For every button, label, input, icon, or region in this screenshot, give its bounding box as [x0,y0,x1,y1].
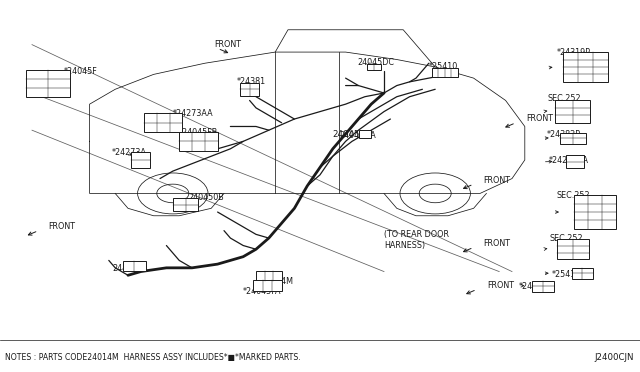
Text: *24217R: *24217R [518,282,553,291]
Text: SEC.252: SEC.252 [547,94,581,103]
FancyBboxPatch shape [556,100,591,123]
Text: *24045FB: *24045FB [179,128,218,137]
FancyBboxPatch shape [367,64,381,70]
Text: FRONT: FRONT [484,176,511,185]
Text: 24445D: 24445D [112,264,143,273]
Text: *25411+A: *25411+A [552,270,593,279]
Text: 24014M: 24014M [261,277,293,286]
FancyBboxPatch shape [566,155,584,168]
FancyBboxPatch shape [560,133,586,144]
FancyBboxPatch shape [557,239,589,260]
Text: *24045F: *24045F [64,67,98,76]
Text: *24273AA: *24273AA [173,109,213,118]
Text: *24045FA: *24045FA [243,287,282,296]
FancyBboxPatch shape [575,195,616,229]
Text: 24045DC: 24045DC [357,58,394,67]
Text: SEC.252: SEC.252 [549,234,583,243]
Text: FRONT: FRONT [214,40,241,49]
Text: 24045DA: 24045DA [333,130,372,139]
FancyBboxPatch shape [240,83,259,96]
FancyBboxPatch shape [531,281,554,292]
FancyBboxPatch shape [131,152,150,168]
FancyBboxPatch shape [432,68,458,77]
FancyBboxPatch shape [253,280,282,291]
Text: *24382P: *24382P [547,130,581,139]
Text: *24381: *24381 [237,77,266,86]
Text: FRONT: FRONT [526,114,553,123]
Text: 24045DA: 24045DA [339,131,376,140]
Text: *25410: *25410 [429,62,458,71]
FancyBboxPatch shape [144,113,182,132]
FancyBboxPatch shape [173,198,198,211]
FancyBboxPatch shape [256,271,282,281]
FancyBboxPatch shape [359,130,371,138]
Text: FRONT: FRONT [49,222,76,231]
Text: FRONT: FRONT [484,239,511,248]
Text: FRONT: FRONT [487,281,514,290]
FancyBboxPatch shape [572,268,593,279]
Text: NOTES : PARTS CODE24014M  HARNESS ASSY INCLUDES*■*MARKED PARTS.: NOTES : PARTS CODE24014M HARNESS ASSY IN… [5,353,301,362]
FancyBboxPatch shape [123,261,146,271]
Text: J2400CJN: J2400CJN [594,353,634,362]
Text: SEC.252: SEC.252 [557,191,591,200]
Text: *24273A: *24273A [112,148,147,157]
FancyBboxPatch shape [26,70,70,97]
Text: *24319P: *24319P [557,48,591,57]
Text: 240450B: 240450B [189,193,225,202]
Text: *24217RA: *24217RA [549,156,589,165]
FancyBboxPatch shape [179,132,218,151]
FancyBboxPatch shape [563,52,608,82]
Text: (TO REAR DOOR
HARNESS): (TO REAR DOOR HARNESS) [384,230,449,250]
